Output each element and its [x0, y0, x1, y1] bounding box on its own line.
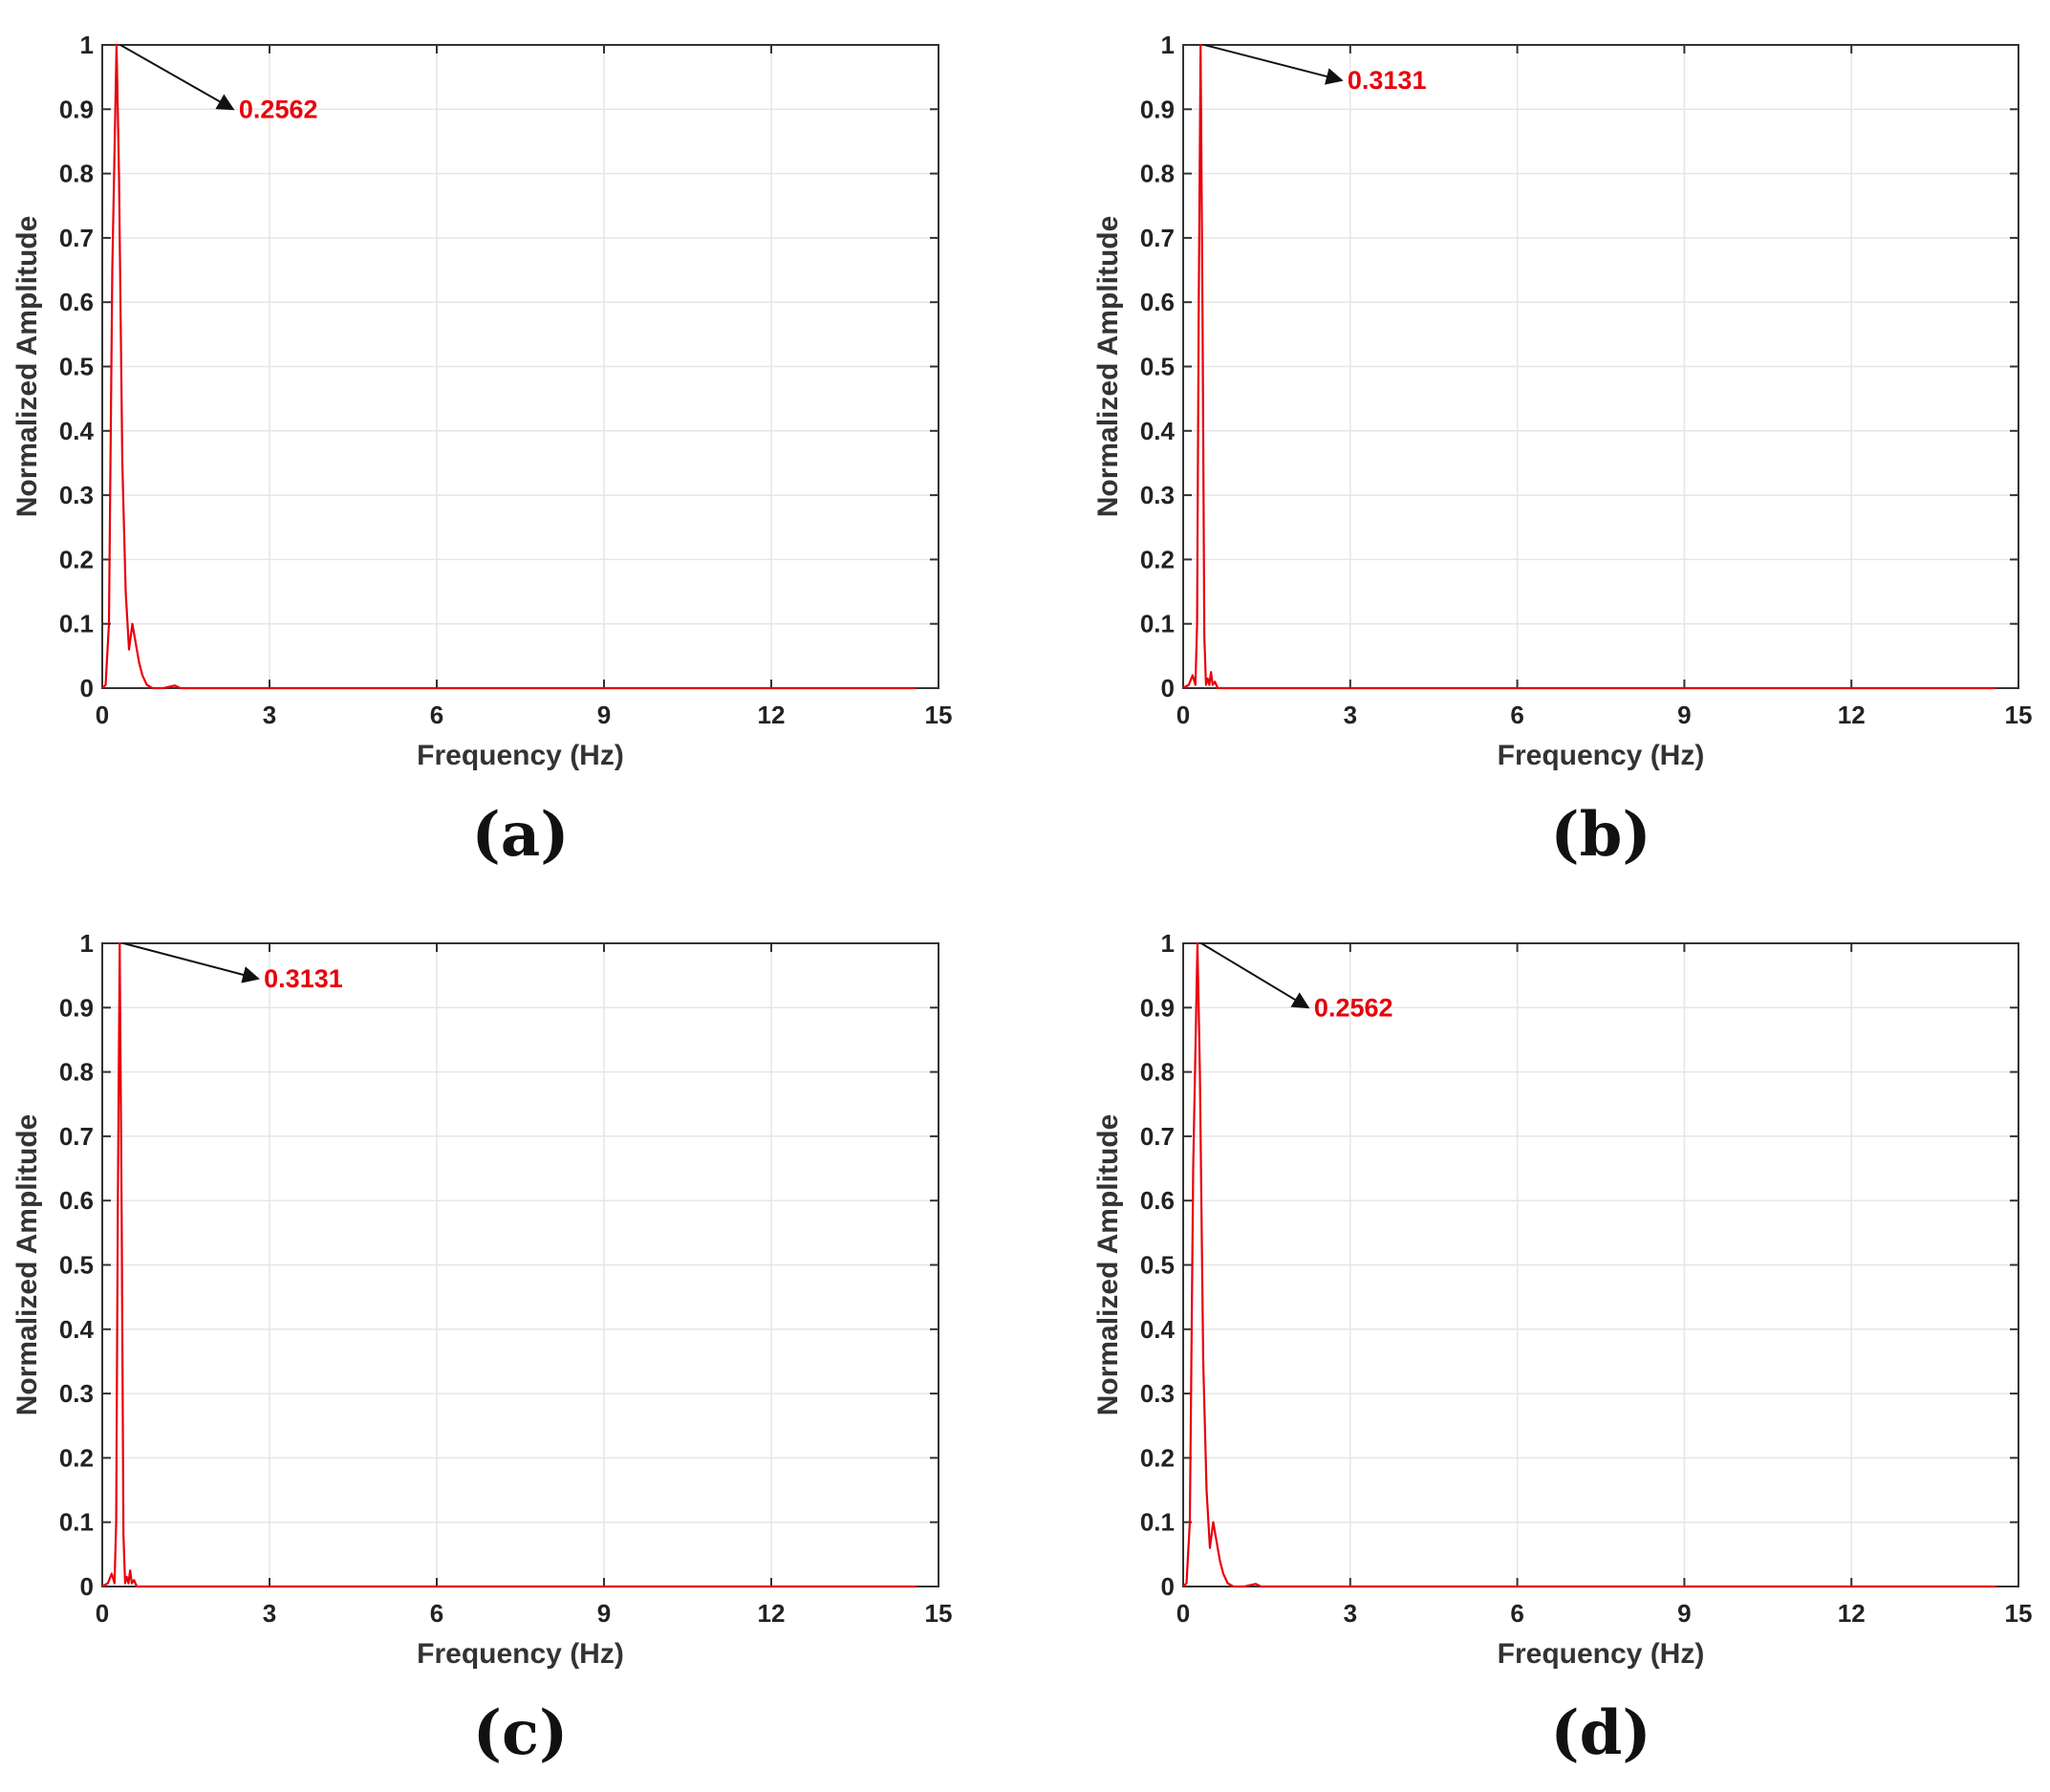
y-axis-label: Normalized Amplitude	[1092, 1114, 1124, 1416]
panel-label: (a)	[471, 799, 569, 871]
y-tick-label: 0.6	[59, 288, 94, 316]
x-tick-label: 12	[1838, 1599, 1866, 1628]
y-tick-label: 0.5	[59, 353, 94, 381]
peak-annotation: 0.3131	[1348, 66, 1427, 95]
y-tick-label: 0.3	[59, 481, 94, 509]
y-tick-label: 0.3	[59, 1379, 94, 1408]
chart-panel-d: 0 0.1 0.2 0.3 0.4 0.5 0.6 0.7 0.8 0.9 1 0 3 6 9 12 15 0.2…	[1092, 929, 2032, 1769]
peak-annotation: 0.3131	[264, 964, 343, 993]
y-tick-label: 0.3	[1140, 481, 1175, 509]
y-tick-label: 0.2	[59, 1443, 94, 1472]
x-tick-label: 3	[263, 701, 276, 729]
peak-arrow	[123, 942, 260, 983]
peak-annotation: 0.2562	[1314, 993, 1393, 1022]
spectrum-line	[101, 43, 917, 690]
y-tick-label: 0.1	[1140, 1508, 1175, 1537]
y-tick-label: 0.4	[1140, 417, 1176, 445]
y-tick-label: 0	[1161, 1572, 1175, 1601]
x-tick-label: 12	[758, 1599, 786, 1628]
x-tick-label: 6	[430, 1599, 443, 1628]
x-tick-label: 15	[2005, 701, 2033, 729]
y-tick-label: 0.7	[1140, 224, 1175, 252]
x-tick-label: 15	[925, 1599, 953, 1628]
x-tick-label: 9	[1677, 1599, 1691, 1628]
y-tick-label: 0.2	[1140, 1443, 1175, 1472]
x-tick-label: 15	[925, 701, 953, 729]
peak-arrow	[1203, 44, 1344, 85]
peak-arrow	[119, 44, 235, 111]
y-tick-label: 0	[1161, 674, 1175, 702]
y-tick-label: 0.8	[59, 1058, 94, 1087]
chart-panel-c: 0 0.1 0.2 0.3 0.4 0.5 0.6 0.7 0.8 0.9 1 0 3 6 9 12 15 0.3…	[11, 929, 952, 1769]
y-tick-label: 0.3	[1140, 1379, 1175, 1408]
x-tick-label: 9	[597, 701, 611, 729]
y-tick-label: 0	[80, 1572, 94, 1601]
x-tick-label: 0	[1176, 701, 1190, 729]
x-tick-label: 6	[1510, 701, 1523, 729]
y-tick-label: 0.8	[59, 160, 94, 188]
peak-arrow	[1200, 942, 1310, 1009]
x-tick-label: 9	[1677, 701, 1691, 729]
y-tick-label: 0.2	[1140, 545, 1175, 573]
x-axis-label: Frequency (Hz)	[1498, 1638, 1705, 1670]
spectrum-line	[1182, 941, 1996, 1588]
y-tick-label: 0.6	[1140, 288, 1175, 316]
x-tick-label: 6	[430, 701, 443, 729]
y-tick-label: 1	[1161, 31, 1175, 59]
y-tick-label: 0	[80, 674, 94, 702]
y-tick-label: 0.9	[1140, 95, 1175, 123]
y-tick-label: 0.7	[59, 224, 94, 252]
y-tick-label: 0.4	[59, 417, 95, 445]
y-tick-label: 0.4	[59, 1315, 95, 1344]
x-tick-label: 15	[2005, 1599, 2033, 1628]
x-tick-label: 0	[1176, 1599, 1190, 1628]
x-tick-label: 9	[597, 1599, 611, 1628]
x-tick-label: 3	[263, 1599, 276, 1628]
y-tick-label: 0.8	[1140, 160, 1175, 188]
y-tick-label: 0.6	[1140, 1186, 1175, 1215]
y-axis-label: Normalized Amplitude	[11, 216, 43, 518]
y-tick-label: 0.6	[59, 1186, 94, 1215]
chart-panel-a: 0 0.1 0.2 0.3 0.4 0.5 0.6 0.7 0.8 0.9 1 0 3 6 9 12 15 0.2…	[11, 31, 952, 871]
y-tick-label: 0.9	[59, 95, 94, 123]
x-axis-label: Frequency (Hz)	[1498, 740, 1705, 771]
spectrum-line	[101, 941, 917, 1588]
x-tick-label: 0	[96, 701, 109, 729]
y-tick-label: 1	[80, 929, 94, 958]
x-tick-label: 6	[1510, 1599, 1523, 1628]
y-tick-label: 0.5	[59, 1251, 94, 1280]
y-tick-label: 0.9	[59, 993, 94, 1022]
x-tick-label: 3	[1344, 701, 1357, 729]
y-tick-label: 0.4	[1140, 1315, 1176, 1344]
y-axis-label: Normalized Amplitude	[11, 1114, 43, 1416]
y-tick-label: 0.1	[1140, 610, 1175, 638]
x-tick-label: 12	[1838, 701, 1866, 729]
peak-annotation: 0.2562	[239, 95, 318, 123]
y-axis-label: Normalized Amplitude	[1092, 216, 1124, 518]
x-tick-label: 3	[1344, 1599, 1357, 1628]
panel-label: (b)	[1550, 799, 1651, 871]
y-tick-label: 0.1	[59, 610, 94, 638]
y-tick-label: 1	[80, 31, 94, 59]
y-tick-label: 0.5	[1140, 1251, 1175, 1280]
panel-label: (d)	[1550, 1697, 1651, 1769]
y-tick-label: 0.8	[1140, 1058, 1175, 1087]
chart-panel-b: 0 0.1 0.2 0.3 0.4 0.5 0.6 0.7 0.8 0.9 1 0 3 6 9 12 15 0.3…	[1092, 31, 2032, 871]
x-tick-label: 0	[96, 1599, 109, 1628]
y-tick-label: 1	[1161, 929, 1175, 958]
panel-label: (c)	[473, 1697, 569, 1769]
x-axis-label: Frequency (Hz)	[417, 1638, 624, 1670]
spectrum-line	[1182, 43, 1996, 690]
x-axis-label: Frequency (Hz)	[417, 740, 624, 771]
y-tick-label: 0.1	[59, 1508, 94, 1537]
y-tick-label: 0.5	[1140, 353, 1175, 381]
y-tick-label: 0.7	[59, 1122, 94, 1151]
y-tick-label: 0.2	[59, 545, 94, 573]
y-tick-label: 0.7	[1140, 1122, 1175, 1151]
y-tick-label: 0.9	[1140, 993, 1175, 1022]
x-tick-label: 12	[758, 701, 786, 729]
